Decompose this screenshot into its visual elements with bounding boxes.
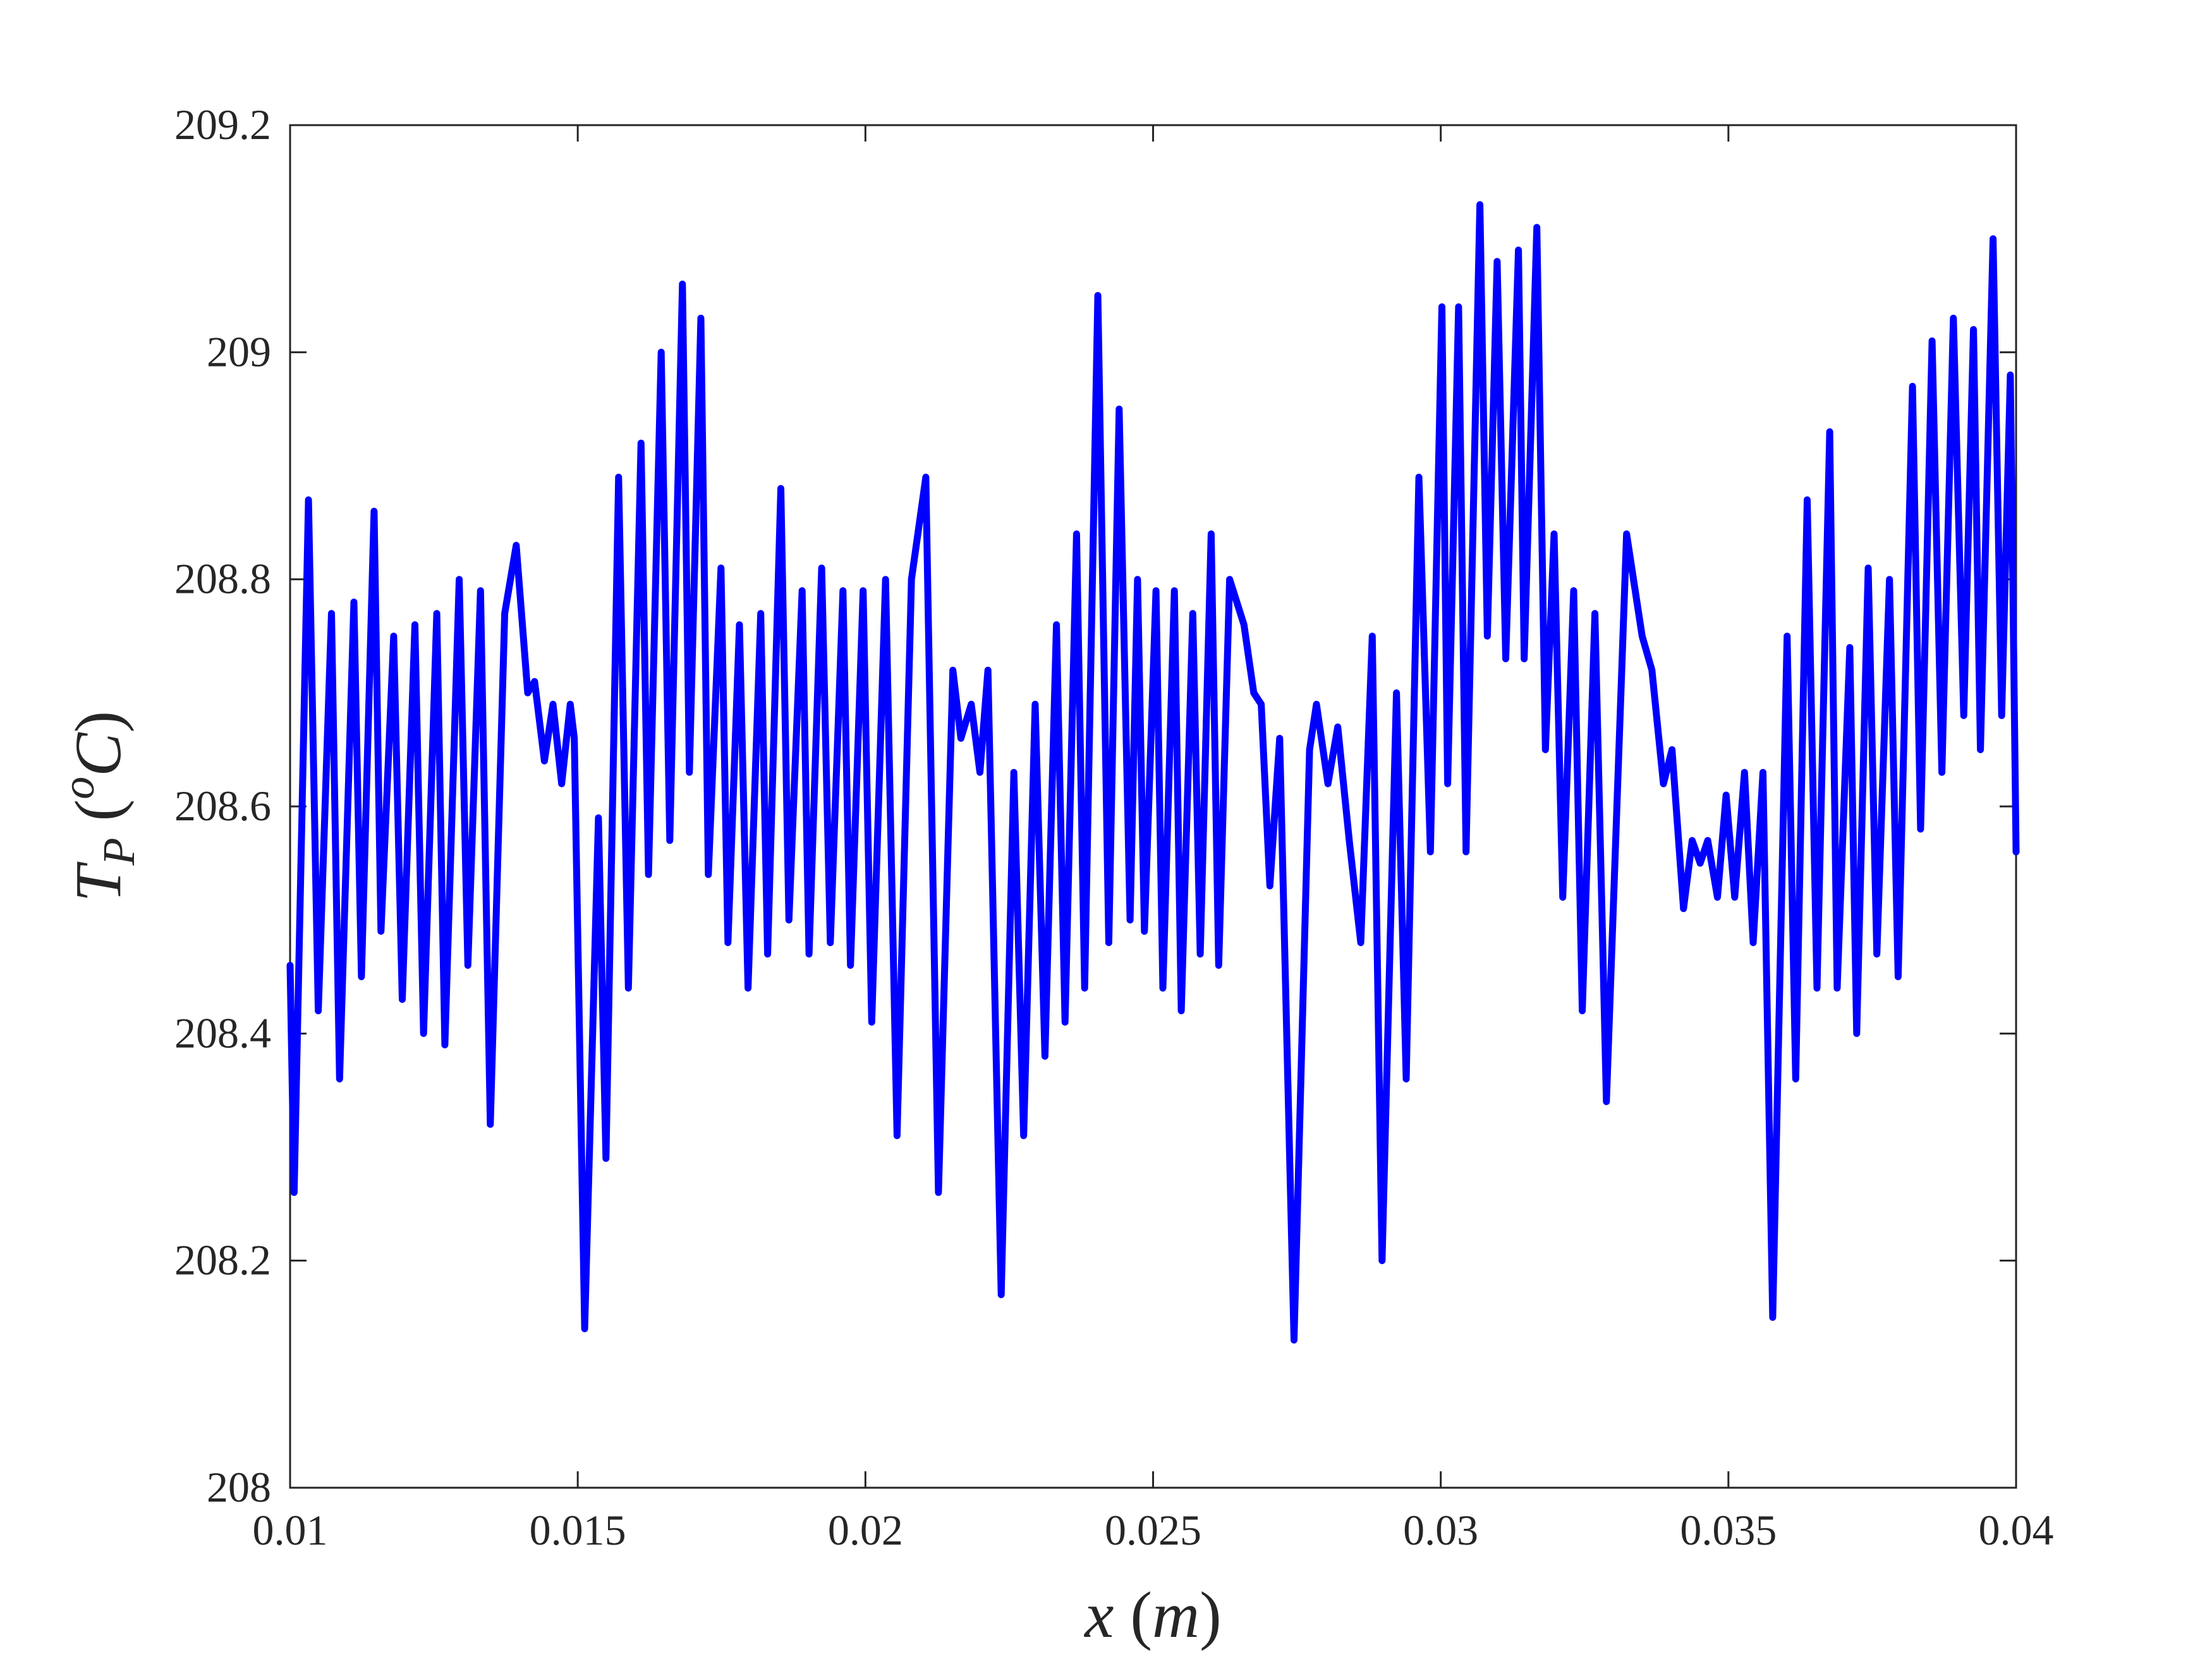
x-tick-label: 0.04 — [1979, 1506, 2054, 1554]
x-axis-label-part: m — [1152, 1579, 1200, 1651]
y-tick-label: 209.2 — [174, 100, 271, 149]
y-tick-label: 208.4 — [174, 1009, 271, 1057]
x-tick-label: 0.01 — [253, 1506, 328, 1554]
y-tick-label: 208 — [207, 1463, 271, 1511]
y-tick-label: 208.2 — [174, 1236, 271, 1284]
y-axis-label-group: TP (oC) — [53, 711, 144, 902]
x-tick-label: 0.035 — [1680, 1506, 1777, 1554]
x-tick-label: 0.015 — [530, 1506, 626, 1554]
x-axis-label: x (m) — [1083, 1579, 1222, 1651]
x-axis-label-part: x — [1083, 1579, 1114, 1651]
x-tick-label: 0.03 — [1403, 1506, 1478, 1554]
y-axis-label-part: T — [62, 861, 135, 902]
y-tick-label: 208.8 — [174, 555, 271, 603]
y-tick-label: 209 — [207, 327, 271, 375]
data-line — [286, 201, 2020, 1344]
y-axis-label-part: ( — [62, 799, 135, 838]
x-axis-label-part: ) — [1200, 1579, 1222, 1651]
y-axis-label-part: o — [53, 777, 104, 799]
y-axis-label-part: C — [62, 732, 135, 777]
x-tick-label: 0.025 — [1105, 1506, 1201, 1554]
y-tick-label: 208.6 — [174, 782, 271, 830]
x-tick-label: 0.02 — [828, 1506, 903, 1554]
y-axis-label-part: ) — [62, 711, 135, 733]
x-axis-label-part: ( — [1114, 1579, 1152, 1651]
y-axis-label: TP (oC) — [53, 711, 144, 902]
y-axis-label-part: P — [94, 837, 144, 866]
